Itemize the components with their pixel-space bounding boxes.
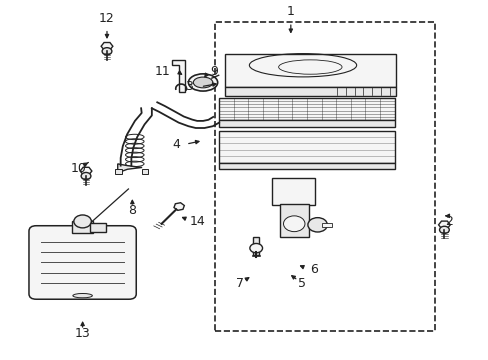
Text: 8: 8	[128, 204, 136, 217]
Polygon shape	[219, 98, 394, 120]
Polygon shape	[253, 237, 259, 255]
Circle shape	[81, 172, 91, 180]
Circle shape	[74, 215, 91, 228]
Polygon shape	[219, 131, 394, 163]
Polygon shape	[219, 120, 394, 127]
Circle shape	[439, 226, 448, 233]
Text: 1: 1	[286, 5, 294, 18]
FancyBboxPatch shape	[29, 226, 136, 299]
Ellipse shape	[188, 74, 217, 91]
Text: 9: 9	[210, 65, 218, 78]
Polygon shape	[115, 169, 122, 174]
Circle shape	[283, 216, 305, 231]
Polygon shape	[118, 164, 142, 173]
Bar	[279, 204, 308, 237]
Text: 6: 6	[310, 263, 318, 276]
Bar	[272, 178, 315, 205]
Text: 13: 13	[75, 327, 90, 340]
Text: 4: 4	[172, 138, 180, 150]
Bar	[321, 223, 331, 227]
Text: 14: 14	[189, 215, 205, 228]
Circle shape	[102, 48, 112, 55]
Polygon shape	[142, 169, 148, 174]
Bar	[215, 22, 434, 330]
Polygon shape	[224, 87, 395, 96]
Ellipse shape	[193, 77, 212, 88]
Polygon shape	[172, 60, 184, 92]
Ellipse shape	[73, 293, 92, 298]
Bar	[90, 223, 105, 232]
Text: 5: 5	[297, 278, 305, 291]
Polygon shape	[224, 54, 395, 87]
Circle shape	[249, 243, 262, 253]
Text: 10: 10	[71, 162, 86, 175]
Text: 7: 7	[235, 278, 243, 291]
Circle shape	[307, 218, 327, 232]
Text: 11: 11	[154, 65, 170, 78]
Text: 12: 12	[99, 12, 115, 25]
Polygon shape	[219, 163, 394, 169]
Text: 3: 3	[185, 80, 193, 93]
Text: 2: 2	[445, 215, 452, 228]
Bar	[72, 221, 93, 233]
